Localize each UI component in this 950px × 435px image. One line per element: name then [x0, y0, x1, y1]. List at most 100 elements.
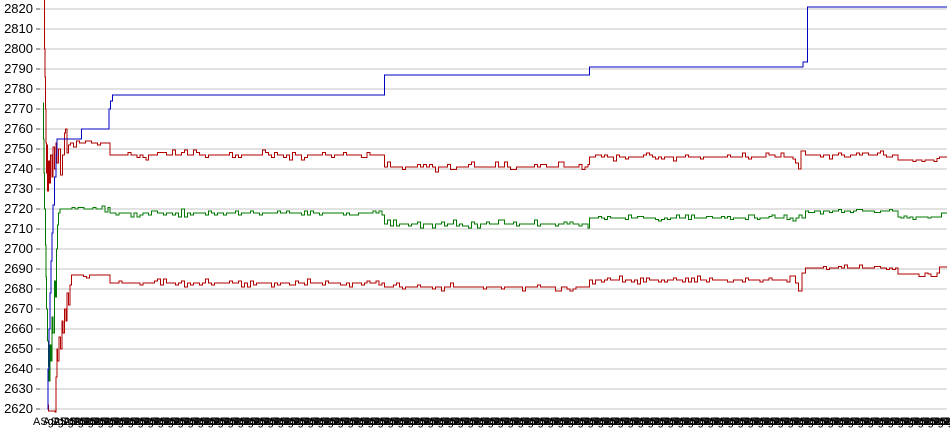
x-axis-label: ASg25 09:15: [693, 416, 757, 428]
x-axis-label: ASg25 09:15: [143, 416, 207, 428]
x-axis-label: ASg25 09:15: [913, 416, 950, 428]
x-axis-label: ASg25 09:15: [173, 416, 237, 428]
x-axis-label: ASg25 09:15: [423, 416, 487, 428]
x-axis-label: ASg25 09:15: [413, 416, 477, 428]
y-axis-label: 2800: [4, 41, 33, 56]
x-axis-label: ASg25 09:15: [763, 416, 827, 428]
x-axis-label: ASg25 09:15: [163, 416, 227, 428]
x-axis-label: ASg25 09:15: [813, 416, 877, 428]
x-axis-label: ASg25 09:15: [283, 416, 347, 428]
x-axis-label: ASg25 09:15: [293, 416, 357, 428]
x-axis-label: ASg25 09:15: [823, 416, 887, 428]
x-axis-label: ASg25 09:15: [333, 416, 397, 428]
x-axis-label: ASg25 09:15: [663, 416, 727, 428]
series-lower-red-line: [48, 264, 947, 413]
x-axis-label: ASg25 09:15: [313, 416, 377, 428]
x-axis-label: ASg25 09:15: [783, 416, 847, 428]
x-axis-label: ASg25 09:15: [463, 416, 527, 428]
x-axis-label: ASg25 09:15: [633, 416, 697, 428]
y-axis-label: 2650: [4, 341, 33, 356]
x-axis-label: ASg25 09:15: [273, 416, 337, 428]
y-axis-label: 2790: [4, 61, 33, 76]
x-axis-label: ASg25 09:15: [833, 416, 897, 428]
x-axis-label: ASg25 09:15: [643, 416, 707, 428]
series-upper-blue-line: [47, 6, 947, 410]
y-axis-label: 2760: [4, 121, 33, 136]
x-axis-label: ASg25 09:15: [793, 416, 857, 428]
y-axis-label: 2740: [4, 161, 33, 176]
x-axis-label: ASg25 09:15: [193, 416, 257, 428]
x-axis-label: ASg25 09:15: [243, 416, 307, 428]
x-axis-label: ASg25 09:15: [113, 416, 177, 428]
y-axis-label: 2670: [4, 301, 33, 316]
x-axis-label: ASg25 09:15: [253, 416, 317, 428]
x-axis-label: ASg25 09:15: [743, 416, 807, 428]
y-axis-label: 2680: [4, 281, 33, 296]
x-axis-label: ASg25 09:15: [233, 416, 297, 428]
x-axis-label: ASg25 09:15: [393, 416, 457, 428]
y-axis-label: 2820: [4, 1, 33, 16]
x-axis-label: ASg25 09:15: [363, 416, 427, 428]
x-axis-label: ASg25 09:15: [863, 416, 927, 428]
x-axis-label: ASg25 09:15: [853, 416, 917, 428]
x-axis-label: ASg25 09:15: [183, 416, 247, 428]
y-axis-label: 2720: [4, 201, 33, 216]
x-axis-label: ASg25 09:15: [803, 416, 867, 428]
x-axis-label: ASg25 09:15: [263, 416, 327, 428]
x-axis-label: ASg25 09:15: [713, 416, 777, 428]
y-axis-label: 2750: [4, 141, 33, 156]
x-axis-label: ASg25 09:15: [443, 416, 507, 428]
x-axis-label: ASg25 09:15: [933, 416, 950, 428]
y-axis-label: 2710: [4, 221, 33, 236]
y-axis-label: 2630: [4, 381, 33, 396]
x-axis-label: ASg25 09:15: [563, 416, 627, 428]
x-axis-label: ASg25 09:15: [383, 416, 447, 428]
x-axis-label: ASg25 09:15: [493, 416, 557, 428]
y-axis-label: 2620: [4, 401, 33, 416]
x-axis-label: ASg25 09:15: [33, 416, 97, 428]
x-axis-label: ASg25 09:15: [503, 416, 567, 428]
x-axis-label: ASg25 09:15: [703, 416, 767, 428]
x-axis-label: ASg25 09:15: [583, 416, 647, 428]
x-axis-label: ASg25 09:15: [573, 416, 637, 428]
x-axis-label: ASg25 09:15: [83, 416, 147, 428]
x-axis-label: ASg25 09:15: [723, 416, 787, 428]
x-axis-label: ASg25 09:15: [623, 416, 687, 428]
x-axis-label: ASg25 09:15: [653, 416, 717, 428]
x-axis-label: ASg25 09:15: [613, 416, 677, 428]
y-axis-label: 2730: [4, 181, 33, 196]
x-axis-label: ASg25 09:15: [203, 416, 267, 428]
x-axis-label: ASg25 09:15: [53, 416, 117, 428]
x-axis-label: ASg25 09:15: [843, 416, 907, 428]
y-axis-label: 2700: [4, 241, 33, 256]
y-axis-label: 2640: [4, 361, 33, 376]
x-axis-label: ASg25 09:15: [903, 416, 950, 428]
x-axis-label: ASg25 09:15: [553, 416, 617, 428]
x-axis-label: ASg25 09:15: [543, 416, 607, 428]
x-axis-label: ASg25 09:15: [133, 416, 197, 428]
y-axis-label: 2690: [4, 261, 33, 276]
x-axis-label: ASg25 09:15: [923, 416, 950, 428]
x-axis-label: ASg25 09:15: [303, 416, 367, 428]
x-axis-label: ASg25 09:15: [323, 416, 387, 428]
x-axis-label: ASg25 09:15: [483, 416, 547, 428]
series-green-mid-line: [43, 102, 947, 382]
x-axis-label: ASg25 09:15: [773, 416, 837, 428]
x-axis-label: ASg25 09:15: [353, 416, 417, 428]
x-axis-label: ASg25 09:15: [473, 416, 537, 428]
x-axis-label: ASg25 09:15: [153, 416, 217, 428]
y-axis-label: 2780: [4, 81, 33, 96]
x-axis-label: ASg25 09:15: [403, 416, 467, 428]
x-axis-label: ASg25 09:15: [603, 416, 667, 428]
y-axis-label: 2770: [4, 101, 33, 116]
x-axis-label: ASg25 09:15: [533, 416, 597, 428]
x-axis-label: ASg25 09:15: [433, 416, 497, 428]
x-axis-label: ASg25 09:15: [373, 416, 437, 428]
x-axis-label: ASg25 09:15: [73, 416, 137, 428]
x-axis-label: ASg25 09:15: [93, 416, 157, 428]
x-axis-label: ASg25 09:15: [213, 416, 277, 428]
x-axis-label: ASg25 09:15: [103, 416, 167, 428]
x-axis-label: ASg25 09:15: [43, 416, 107, 428]
